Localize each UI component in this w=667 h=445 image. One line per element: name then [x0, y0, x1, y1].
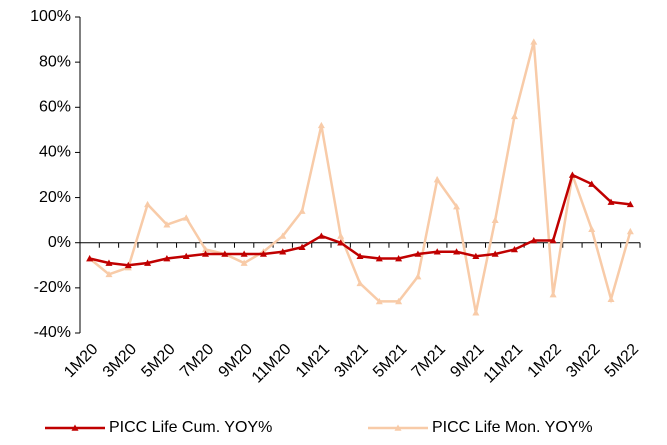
x-tick-label: 1M20 — [61, 341, 101, 381]
point-marker — [240, 250, 248, 257]
point-marker — [453, 248, 461, 255]
point-marker — [453, 203, 461, 210]
y-tick-label: 40% — [39, 144, 71, 161]
x-tick-label: 3M20 — [100, 341, 140, 381]
point-marker — [279, 248, 287, 255]
point-marker — [337, 239, 345, 246]
point-marker — [568, 171, 576, 178]
series-line — [88, 41, 632, 313]
y-tick-label: 80% — [39, 53, 71, 70]
legend-label: PICC Life Cum. YOY% — [109, 419, 272, 436]
x-tick-label: 1M22 — [525, 341, 565, 381]
point-marker — [337, 232, 345, 239]
point-marker — [433, 248, 441, 255]
point-marker — [105, 270, 113, 278]
point-marker — [626, 200, 634, 208]
point-marker — [472, 309, 480, 316]
y-tick-label: -40% — [34, 324, 71, 341]
point-marker — [182, 252, 190, 260]
point-marker — [530, 38, 538, 45]
x-tick-label: 11M21 — [481, 341, 527, 387]
x-tick-label: 11M20 — [249, 341, 295, 387]
point-marker — [510, 112, 518, 120]
point-marker — [375, 297, 383, 305]
point-marker — [472, 252, 480, 260]
point-marker — [279, 232, 287, 239]
point-marker — [549, 236, 557, 244]
point-marker — [163, 255, 171, 262]
point-marker — [356, 252, 364, 260]
x-tick-label: 3M22 — [563, 341, 603, 381]
point-marker — [240, 259, 248, 266]
point-marker — [491, 250, 499, 257]
point-marker — [317, 232, 325, 239]
point-marker — [182, 214, 190, 221]
x-tick-label: 7M21 — [409, 341, 449, 381]
point-marker — [626, 227, 634, 235]
y-tick-label: 20% — [39, 189, 71, 206]
point-marker — [298, 207, 306, 214]
point-marker — [86, 255, 94, 262]
y-tick-label: 100% — [30, 8, 71, 25]
point-marker — [298, 243, 306, 251]
point-marker — [221, 250, 229, 257]
point-marker — [202, 245, 210, 253]
x-tick-label: 1M21 — [293, 341, 333, 381]
point-marker — [202, 250, 210, 257]
y-tick-label: 60% — [39, 99, 71, 116]
legend-label: PICC Life Mon. YOY% — [432, 419, 593, 436]
point-marker — [395, 297, 403, 305]
point-marker — [414, 273, 422, 280]
point-marker — [144, 200, 152, 208]
point-marker — [607, 295, 615, 302]
legend-marker — [394, 424, 402, 431]
y-tick-label: -20% — [34, 279, 71, 296]
point-marker — [105, 259, 113, 266]
point-marker — [414, 250, 422, 257]
point-marker — [530, 236, 538, 244]
y-tick-label: 0% — [48, 234, 71, 251]
point-marker — [317, 121, 325, 129]
x-tick-label: 5M22 — [602, 341, 642, 381]
x-tick-label: 5M21 — [370, 341, 410, 381]
point-marker — [549, 291, 557, 298]
point-marker — [375, 255, 383, 262]
point-marker — [163, 221, 171, 228]
x-tick-label: 5M20 — [138, 341, 178, 381]
point-marker — [395, 255, 403, 262]
point-marker — [588, 225, 596, 232]
x-tick-label: 7M20 — [177, 341, 217, 381]
x-tick-label: 3M21 — [331, 341, 371, 381]
point-marker — [259, 250, 267, 257]
point-marker — [588, 180, 596, 187]
point-marker — [124, 261, 132, 269]
point-marker — [491, 216, 499, 223]
point-marker — [144, 259, 152, 266]
point-marker — [607, 198, 615, 205]
point-marker — [356, 279, 364, 287]
point-marker — [433, 176, 441, 183]
legend-marker — [71, 424, 79, 431]
point-marker — [510, 245, 518, 253]
